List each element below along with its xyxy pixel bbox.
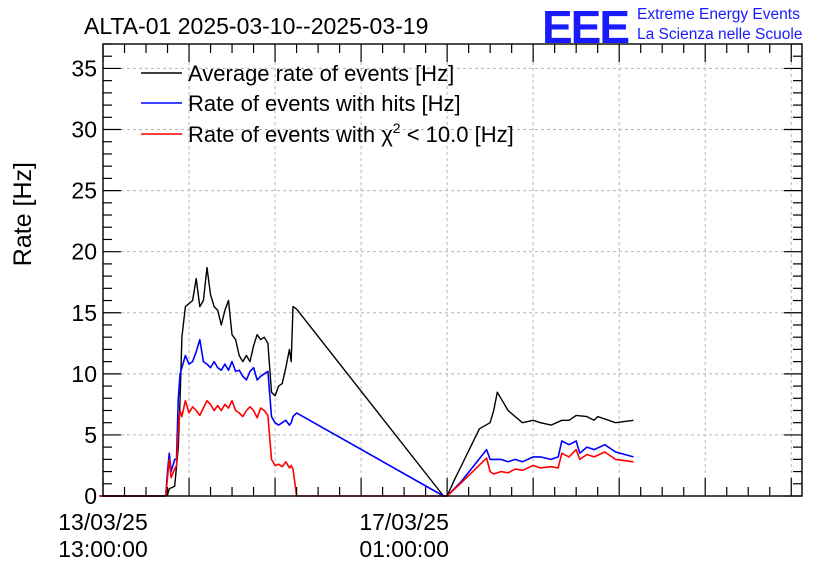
- x-tick-label-date: 17/03/25: [359, 509, 449, 535]
- y-tick-label: 25: [71, 178, 97, 204]
- logo-line-1: Extreme Energy Events: [637, 6, 800, 23]
- legend-label-chi2: Rate of events with χ2 < 10.0 [Hz]: [188, 120, 514, 147]
- legend: Average rate of events [Hz] Rate of even…: [141, 61, 514, 147]
- y-tick-label: 30: [71, 117, 97, 143]
- x-tick-label-date: 13/03/25: [58, 509, 148, 535]
- y-tick-label: 15: [71, 300, 97, 326]
- y-tick-label: 0: [84, 483, 97, 509]
- chart-title: ALTA-01 2025-03-10--2025-03-19: [84, 13, 428, 39]
- x-tick-label-time: 13:00:00: [58, 536, 148, 562]
- y-tick-label: 10: [71, 361, 97, 387]
- plot-frame: [102, 43, 803, 497]
- logo-line-2: La Scienza nelle Scuole: [637, 26, 802, 43]
- y-tick-label: 20: [71, 239, 97, 265]
- series-average-rate: [99, 266, 634, 497]
- eee-logo: EEE Extreme Energy Events La Scienza nel…: [542, 1, 802, 53]
- legend-label-hits: Rate of events with hits [Hz]: [188, 91, 461, 116]
- series-rate-with-hits: [99, 338, 634, 497]
- y-tick-label: 5: [84, 422, 97, 448]
- x-tick-label-time: 01:00:00: [359, 536, 449, 562]
- legend-label-average: Average rate of events [Hz]: [188, 61, 454, 86]
- grid: [102, 44, 802, 496]
- y-axis-label: Rate [Hz]: [9, 162, 37, 266]
- series-layer: [99, 266, 634, 497]
- y-tick-label: 35: [71, 55, 97, 81]
- series-rate-chi2: [99, 399, 634, 497]
